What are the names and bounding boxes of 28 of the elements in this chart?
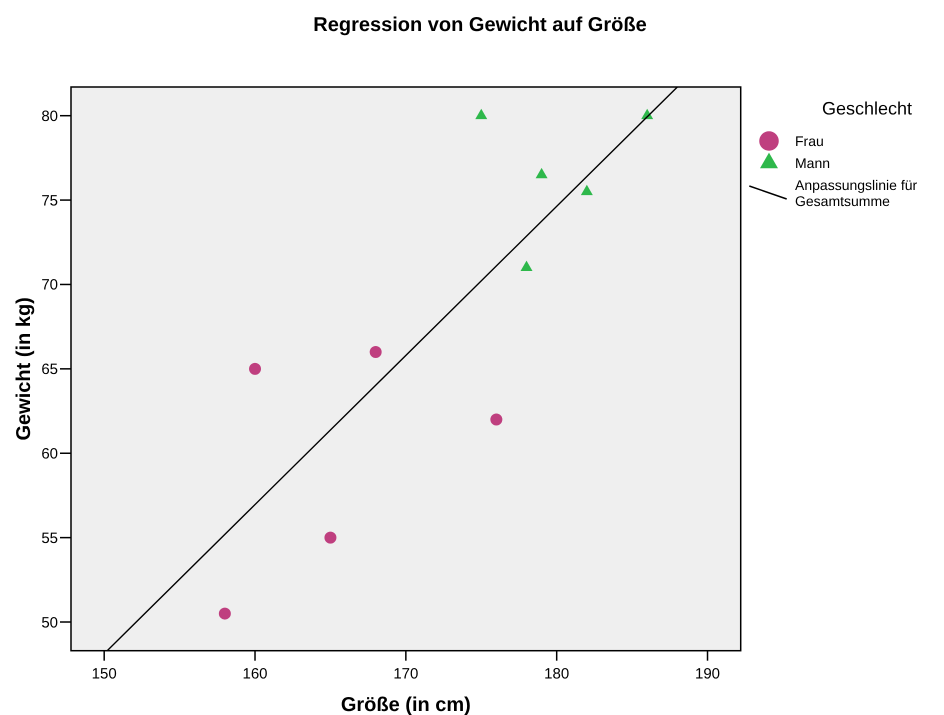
x-tick-label: 150 <box>92 666 117 683</box>
x-axis-title: Größe (in cm) <box>340 694 471 715</box>
legend-label: Mann <box>795 154 830 171</box>
point <box>490 413 502 426</box>
y-tick-label: 65 <box>41 361 58 378</box>
y-tick-label: 70 <box>41 276 58 294</box>
x-tick-label: 190 <box>695 666 720 683</box>
y-tick-label: 75 <box>41 192 58 210</box>
x-tick-label: 180 <box>544 666 570 683</box>
point <box>580 184 593 196</box>
y-tick-label: 55 <box>41 530 58 547</box>
point <box>370 346 382 358</box>
point <box>249 362 262 375</box>
legend-label: Frau <box>795 132 824 149</box>
chart-title: Regression von Gewicht auf Größe <box>313 14 647 36</box>
point <box>218 608 231 620</box>
point <box>475 108 488 120</box>
x-tick-label: 170 <box>393 666 418 683</box>
y-tick-label: 80 <box>41 108 58 125</box>
y-axis-title: Gewicht (in kg) <box>13 297 35 441</box>
y-tick-label: 60 <box>41 445 58 462</box>
legend-label: Anpassungslinie für Gesamtsumme <box>795 176 918 209</box>
point <box>536 168 548 178</box>
y-tick-label: 50 <box>41 614 58 632</box>
point <box>324 532 336 544</box>
legend-title: Geschlecht <box>822 98 912 118</box>
x-tick-label: 160 <box>242 666 268 683</box>
point <box>520 260 532 272</box>
